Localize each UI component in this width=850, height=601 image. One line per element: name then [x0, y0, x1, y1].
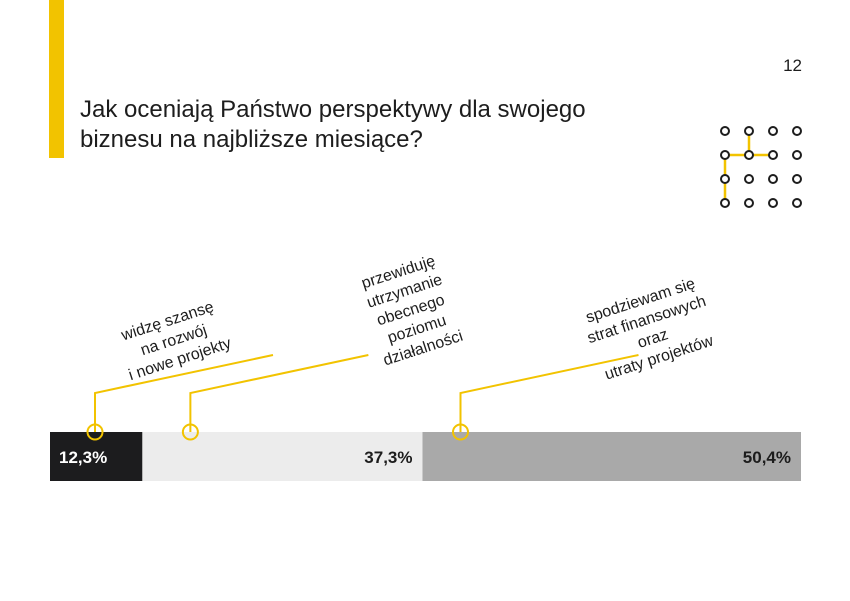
- bar-segment-3: [422, 432, 801, 481]
- page-title: Jak oceniają Państwo perspektywy dla swo…: [80, 96, 586, 153]
- leader-line-3: [459, 354, 639, 432]
- value-label-3: 50,4%: [743, 448, 791, 467]
- leader-line-2: [189, 354, 369, 432]
- page-number: 12: [783, 56, 802, 75]
- value-label-2: 37,3%: [364, 448, 412, 467]
- dot-grid-path-icon: [720, 126, 802, 208]
- marker-1: [86, 423, 104, 441]
- accent-bar: [49, 0, 64, 158]
- marker-3: [451, 423, 469, 441]
- value-label-1: 12,3%: [59, 448, 107, 467]
- marker-2: [181, 423, 199, 441]
- leader-line-1: [94, 354, 274, 432]
